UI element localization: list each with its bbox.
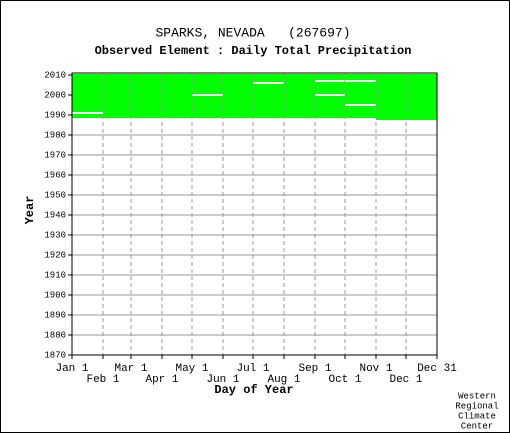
data-gap: [72, 112, 103, 114]
plot-border: [71, 72, 438, 356]
y-tick-label: 1920: [44, 250, 66, 260]
y-tick-label: 2010: [44, 70, 66, 80]
x-tick-label: Dec 1: [389, 374, 422, 386]
y-tick-label: 1980: [44, 130, 66, 140]
x-tick-label: Sep 1: [298, 363, 331, 375]
y-axis-label: Year: [23, 196, 37, 225]
x-tick-label: Jun 1: [206, 374, 239, 386]
data-gap: [192, 94, 223, 96]
y-tick-label: 1950: [44, 190, 66, 200]
data-gap: [345, 104, 376, 106]
credit-line: Western: [458, 391, 496, 401]
data-gap: [253, 82, 284, 84]
x-tick-label: Jul 1: [236, 363, 269, 375]
y-tick-label: 1970: [44, 150, 66, 160]
x-tick-label: Nov 1: [359, 363, 392, 375]
x-tick-label: Feb 1: [86, 374, 119, 386]
y-tick-label: 1880: [44, 330, 66, 340]
chart-subtitle: Observed Element : Daily Total Precipita…: [95, 44, 412, 58]
y-tick-label: 1890: [44, 310, 66, 320]
y-tick-label: 1870: [44, 350, 66, 360]
x-tick-label: Aug 1: [267, 374, 300, 386]
chart-title: SPARKS, NEVADA (267697): [155, 25, 350, 40]
data-gap: [315, 94, 345, 96]
coverage-block: [72, 74, 437, 118]
x-tick-label: Oct 1: [328, 374, 361, 386]
x-axis-label: Day of Year: [214, 383, 293, 397]
credit-line: Center: [461, 421, 493, 431]
y-tick-label: 2000: [44, 90, 66, 100]
x-tick-label: Apr 1: [145, 374, 178, 386]
x-tick-label: Mar 1: [114, 363, 147, 375]
y-tick-label: 1960: [44, 170, 66, 180]
y-tick-label: 1900: [44, 290, 66, 300]
x-tick-label: Dec 31: [417, 363, 457, 375]
y-tick-label: 1940: [44, 210, 66, 220]
y-tick-label: 1930: [44, 230, 66, 240]
y-tick-label: 1910: [44, 270, 66, 280]
credit-line: Regional: [455, 401, 498, 411]
x-tick-label: Jan 1: [55, 363, 88, 375]
x-tick-label: May 1: [175, 363, 208, 375]
credit-line: Climate: [458, 411, 496, 421]
y-tick-label: 1990: [44, 110, 66, 120]
